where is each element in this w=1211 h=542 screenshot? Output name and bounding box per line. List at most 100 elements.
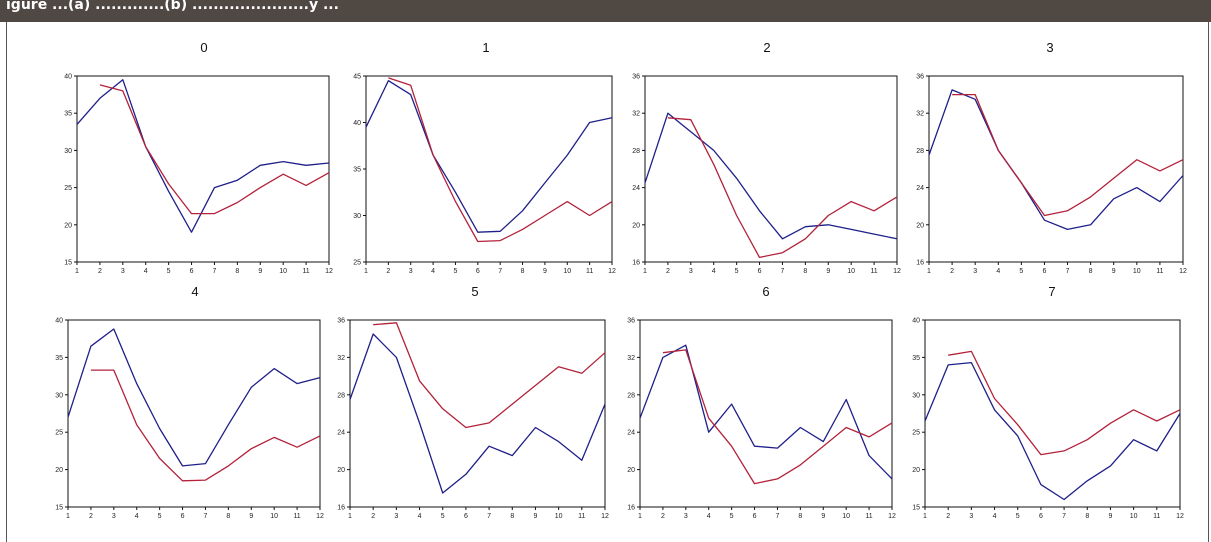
y-tick-label: 15 (912, 505, 920, 512)
plot-frame (644, 75, 898, 263)
y-tick-label: 32 (916, 111, 924, 118)
series-line-red (90, 369, 321, 482)
y-tick-label: 20 (627, 467, 635, 474)
y-tick-label: 20 (916, 222, 924, 229)
x-tick-label: 7 (204, 513, 208, 520)
plot-frame (639, 319, 893, 508)
x-tick-label: 1 (348, 513, 352, 520)
series-line-blue (67, 328, 321, 467)
y-tick-label: 32 (627, 355, 635, 362)
x-tick-label: 8 (510, 513, 514, 520)
plot-frame (349, 319, 606, 508)
x-tick-label: 5 (158, 513, 162, 520)
x-tick-label: 1 (927, 268, 931, 275)
x-tick-label: 10 (847, 268, 855, 275)
y-tick-label: 16 (627, 505, 635, 512)
x-tick-label: 4 (996, 268, 1000, 275)
x-tick-label: 9 (1109, 513, 1113, 520)
series-line-blue (644, 112, 898, 240)
x-tick-label: 2 (661, 513, 665, 520)
y-tick-label: 30 (912, 392, 920, 399)
y-tick-label: 32 (337, 355, 345, 362)
series-line-red (373, 322, 606, 429)
panel-title: 4 (191, 284, 198, 299)
x-tick-label: 5 (1019, 268, 1023, 275)
x-tick-label: 8 (521, 268, 525, 275)
y-tick-label: 35 (55, 355, 63, 362)
x-tick-label: 1 (638, 513, 642, 520)
y-tick-label: 30 (55, 392, 63, 399)
y-tick-label: 36 (337, 318, 345, 325)
x-tick-label: 10 (842, 513, 850, 520)
x-tick-label: 9 (249, 513, 253, 520)
y-tick-label: 40 (55, 318, 63, 325)
x-tick-label: 9 (543, 268, 547, 275)
right-border (1208, 22, 1209, 542)
x-tick-label: 9 (821, 513, 825, 520)
x-tick-label: 6 (758, 268, 762, 275)
y-tick-label: 28 (627, 392, 635, 399)
y-tick-label: 36 (627, 318, 635, 325)
x-tick-label: 12 (1176, 513, 1184, 520)
series-line-blue (76, 79, 330, 233)
panel-title: 1 (482, 40, 489, 55)
x-tick-label: 12 (325, 268, 333, 275)
y-tick-label: 16 (916, 260, 924, 267)
x-tick-label: 3 (121, 268, 125, 275)
x-tick-label: 3 (112, 513, 116, 520)
x-tick-label: 6 (476, 268, 480, 275)
x-tick-label: 7 (487, 513, 491, 520)
y-tick-label: 16 (632, 260, 640, 267)
plot-frame (76, 75, 330, 263)
x-tick-label: 12 (601, 513, 609, 520)
x-tick-label: 9 (1112, 268, 1116, 275)
x-tick-label: 2 (386, 268, 390, 275)
x-tick-label: 10 (1133, 268, 1141, 275)
x-tick-label: 5 (167, 268, 171, 275)
y-tick-label: 28 (916, 148, 924, 155)
x-tick-label: 5 (1016, 513, 1020, 520)
x-tick-label: 1 (923, 513, 927, 520)
y-tick-label: 15 (55, 505, 63, 512)
panel-title: 6 (762, 284, 769, 299)
x-tick-label: 8 (1089, 268, 1093, 275)
x-tick-label: 4 (712, 268, 716, 275)
x-tick-label: 4 (418, 513, 422, 520)
x-tick-label: 4 (993, 513, 997, 520)
y-tick-label: 25 (64, 185, 72, 192)
x-tick-label: 4 (431, 268, 435, 275)
x-tick-label: 7 (1062, 513, 1066, 520)
y-tick-label: 35 (353, 167, 361, 174)
y-tick-label: 32 (632, 111, 640, 118)
x-tick-label: 7 (213, 268, 217, 275)
figure-caption-bar: igure ...(a) .............(b) ..........… (0, 0, 1211, 22)
x-tick-label: 6 (1043, 268, 1047, 275)
x-tick-label: 5 (730, 513, 734, 520)
series-line-red (662, 349, 893, 485)
x-tick-label: 10 (270, 513, 278, 520)
series-line-blue (639, 344, 893, 480)
x-tick-label: 11 (578, 513, 585, 520)
x-tick-label: 6 (190, 268, 194, 275)
panel-title: 0 (200, 40, 207, 55)
x-tick-label: 2 (89, 513, 93, 520)
panel-title: 3 (1046, 40, 1053, 55)
y-tick-label: 30 (64, 148, 72, 155)
x-tick-label: 11 (302, 268, 309, 275)
x-tick-label: 1 (66, 513, 70, 520)
x-tick-label: 7 (1066, 268, 1070, 275)
x-tick-label: 11 (586, 268, 593, 275)
x-tick-label: 5 (441, 513, 445, 520)
y-tick-label: 20 (64, 222, 72, 229)
panel-title: 7 (1048, 284, 1055, 299)
y-tick-label: 45 (353, 74, 361, 81)
y-tick-label: 30 (353, 213, 361, 220)
x-tick-label: 6 (181, 513, 185, 520)
panel-title: 5 (471, 284, 478, 299)
x-tick-label: 1 (364, 268, 368, 275)
x-tick-label: 2 (946, 513, 950, 520)
y-tick-label: 40 (353, 120, 361, 127)
